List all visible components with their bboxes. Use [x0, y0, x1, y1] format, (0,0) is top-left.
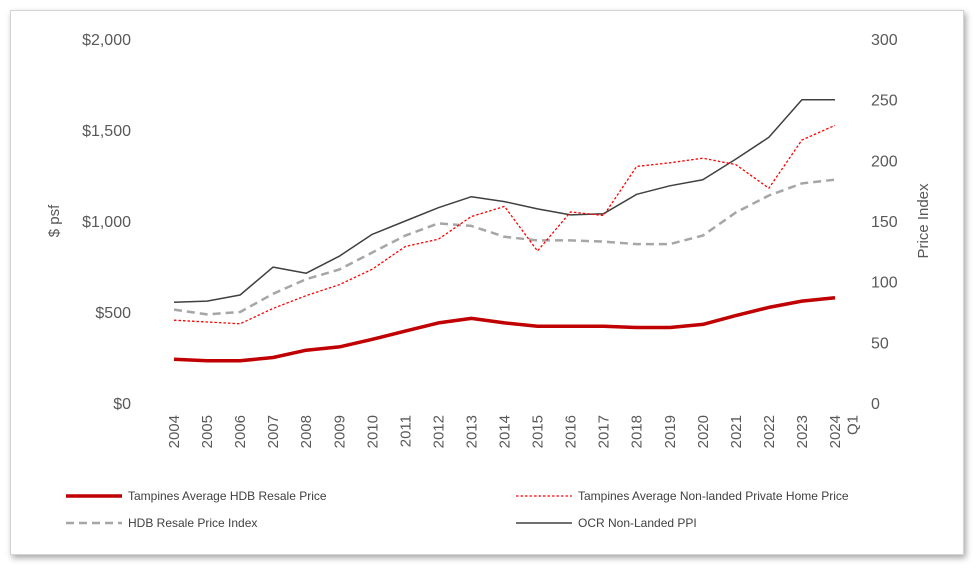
right-axis-ticks: 0 50 100 150 200 250 300	[871, 32, 898, 413]
x-tick-label: 2015	[530, 415, 547, 448]
x-tick-label: 2023	[794, 415, 811, 448]
legend-swatch-dotted	[516, 495, 572, 497]
series-line-2	[173, 178, 836, 316]
x-axis-ticks: 2004 2005 2006 2007 2008 2009 2010 2011 2012 2013…	[166, 415, 861, 448]
x-tick-label: 2022	[761, 415, 778, 448]
x-tick-label: 2005	[199, 415, 216, 448]
right-tick-label: 50	[871, 335, 889, 352]
series-line-1	[173, 124, 836, 325]
line-chart: $0 $500 $1,000 $1,500 $2,000 0 50 100 150 200 250…	[46, 32, 932, 448]
x-tick-label: 2007	[265, 415, 282, 448]
legend-label: Tampines Average Non-landed Private Home…	[578, 489, 849, 503]
left-tick-label: $1,500	[82, 123, 131, 140]
x-tick-label: 2020	[695, 415, 712, 448]
x-tick-label: 2019	[662, 415, 679, 448]
x-tick-label: 2024Q1	[827, 415, 861, 448]
x-tick-label: 2021	[728, 415, 745, 448]
right-tick-label: 150	[871, 214, 898, 231]
right-tick-label: 250	[871, 93, 898, 110]
x-tick-label: 2013	[463, 415, 480, 448]
x-tick-label: 2008	[298, 415, 315, 448]
x-tick-label: 2014	[497, 415, 514, 448]
left-tick-label: $0	[113, 396, 131, 413]
chart-frame: $0 $500 $1,000 $1,500 $2,000 0 50 100 150 200 250…	[10, 10, 964, 555]
x-tick-label: 2006	[232, 415, 249, 448]
x-tick-label: 2011	[397, 415, 414, 447]
left-tick-label: $500	[95, 305, 131, 322]
left-axis-label: $ psf	[46, 204, 63, 237]
right-tick-label: 0	[871, 396, 880, 413]
legend-swatch-solid	[516, 522, 572, 524]
series-line-3	[173, 98, 835, 304]
left-tick-label: $1,000	[82, 214, 131, 231]
legend-label: OCR Non-Landed PPI	[578, 516, 697, 530]
right-tick-label: 100	[871, 275, 898, 292]
legend-swatch-solid-thick	[66, 494, 122, 498]
right-tick-label: 300	[871, 32, 898, 49]
x-tick-label: 2009	[331, 415, 348, 448]
right-axis-label: Price Index	[915, 183, 932, 259]
legend-label: Tampines Average HDB Resale Price	[128, 489, 327, 503]
x-tick-label: 2012	[430, 415, 447, 448]
legend-item-hdb-resale-index: HDB Resale Price Index	[66, 516, 257, 530]
x-tick-label: 2017	[596, 415, 613, 448]
legend-label: HDB Resale Price Index	[128, 516, 258, 530]
legend-item-private-home-price: Tampines Average Non-landed Private Home…	[516, 489, 849, 503]
x-tick-label: 2016	[563, 415, 580, 448]
x-tick-label: 2010	[364, 415, 381, 448]
legend-item-ocr-ppi: OCR Non-Landed PPI	[516, 516, 697, 530]
x-tick-label: 2004	[166, 415, 183, 448]
x-tick-label: 2018	[629, 415, 646, 448]
right-tick-label: 200	[871, 153, 898, 170]
legend-swatch-dashed	[66, 521, 122, 525]
legend-item-hdb-resale-price: Tampines Average HDB Resale Price	[66, 489, 327, 503]
series-line-0	[173, 296, 836, 363]
left-tick-label: $2,000	[82, 32, 131, 49]
left-axis-ticks: $0 $500 $1,000 $1,500 $2,000	[82, 32, 131, 413]
series-lines	[173, 98, 836, 363]
